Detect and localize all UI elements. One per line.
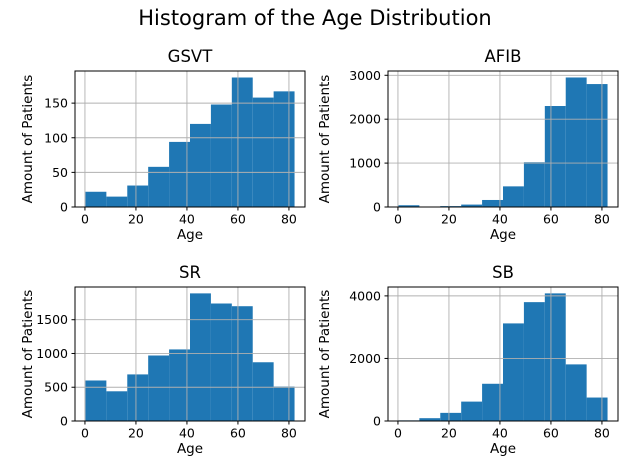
histogram-bar: [210, 303, 232, 421]
histogram-bar: [565, 77, 587, 207]
y-tick-label: 4000: [349, 288, 381, 303]
y-tick-label: 1000: [349, 156, 381, 171]
histogram-bar: [231, 306, 253, 421]
x-tick-label: 80: [594, 212, 610, 227]
axes-frame: [74, 70, 306, 208]
axes-frame: [387, 70, 619, 208]
y-tick-label: 50: [52, 165, 68, 180]
histogram-bar: [523, 302, 545, 421]
histogram-bar: [106, 196, 128, 207]
x-tick-label: 60: [230, 212, 246, 227]
histogram-bar: [503, 186, 524, 207]
histogram-bar: [586, 84, 608, 207]
x-tick-label: 20: [441, 212, 457, 227]
x-tick-label: 20: [128, 212, 144, 227]
y-axis-label: Amount of Patients: [317, 74, 333, 204]
plot-area: 0 20 40 60 80 0 2000 4000: [349, 286, 619, 441]
y-tick-label: 500: [44, 380, 68, 395]
y-tick-label: 100: [44, 130, 68, 145]
x-tick-label: 0: [394, 426, 402, 441]
subplot-title: SR: [179, 263, 201, 282]
plot-area: 0 20 40 60 80 0 50 100 150: [44, 70, 306, 227]
y-tick-label: 0: [373, 414, 381, 429]
histogram-bar: [273, 386, 295, 421]
x-tick-label: 80: [281, 212, 297, 227]
histogram-bar: [85, 380, 107, 421]
histogram-bar: [190, 293, 211, 421]
subplot-sb: SB Amount of Patients Age 0 20 40 60 80 0 2000…: [317, 263, 619, 457]
x-tick-label: 0: [394, 212, 402, 227]
x-tick-label: 20: [128, 426, 144, 441]
x-tick-label: 80: [281, 426, 297, 441]
y-tick-label: 0: [373, 200, 381, 215]
subplot-gsvt: GSVT Amount of Patients Age 0 20 40 60 80 0 50…: [20, 47, 306, 243]
y-tick-label: 2000: [349, 351, 381, 366]
subplot-afib: AFIB Amount of Patients Age 0 20 40 60 80 0 10…: [317, 47, 619, 243]
y-tick-label: 1000: [36, 346, 68, 361]
x-tick-label: 40: [492, 212, 508, 227]
histogram-bar: [148, 166, 170, 207]
histogram-bar: [252, 97, 274, 207]
histogram-bar: [273, 91, 295, 207]
histogram-bar: [210, 104, 232, 207]
subplot-title: SB: [492, 263, 514, 282]
axes-frame: [74, 286, 306, 422]
histogram-bar: [544, 106, 566, 207]
x-tick-label: 40: [179, 426, 195, 441]
histogram-bar: [252, 362, 274, 421]
histogram-bar: [85, 191, 107, 207]
y-axis-label: Amount of Patients: [317, 289, 333, 419]
y-tick-label: 150: [44, 96, 68, 111]
histogram-bar: [106, 391, 128, 421]
histogram-bar: [419, 418, 441, 421]
histogram-bar: [482, 383, 503, 421]
histogram-bar: [461, 204, 483, 207]
histogram-bar: [544, 293, 566, 421]
subplot-title: GSVT: [167, 47, 213, 66]
histogram-bar: [482, 199, 503, 207]
figure-title: Histogram of the Age Distribution: [138, 6, 492, 30]
x-tick-label: 20: [441, 426, 457, 441]
x-tick-label: 60: [543, 212, 559, 227]
histogram-bar: [461, 401, 483, 421]
x-tick-label: 60: [230, 426, 246, 441]
histogram-bar: [127, 185, 149, 207]
histogram-bar: [127, 374, 149, 421]
histogram-bar: [503, 323, 524, 421]
histogram-bar: [231, 77, 253, 208]
x-axis-label: Age: [176, 441, 204, 457]
histogram-bar: [169, 349, 190, 421]
axes-frame: [387, 286, 619, 422]
histogram-bar: [523, 162, 545, 207]
y-tick-label: 0: [60, 200, 68, 215]
subplot-sr: SR Amount of Patients Age 0 20 40 60 80 0 500 1…: [20, 263, 306, 457]
y-tick-label: 3000: [349, 68, 381, 83]
y-tick-label: 2000: [349, 112, 381, 127]
histogram-bar: [440, 412, 462, 421]
histogram-bar: [398, 205, 420, 207]
x-tick-label: 40: [492, 426, 508, 441]
histogram-bar: [169, 141, 190, 207]
x-tick-label: 60: [543, 426, 559, 441]
x-tick-label: 0: [81, 212, 89, 227]
plot-area: 0 20 40 60 80 0 500 1000 1500: [36, 286, 306, 441]
y-axis-label: Amount of Patients: [20, 289, 36, 419]
x-tick-label: 40: [179, 212, 195, 227]
x-axis-label: Age: [489, 441, 517, 457]
y-tick-label: 0: [60, 414, 68, 429]
x-axis-label: Age: [489, 227, 517, 243]
y-tick-label: 1500: [36, 312, 68, 327]
y-axis-label: Amount of Patients: [20, 74, 36, 204]
x-tick-label: 80: [594, 426, 610, 441]
histogram-bar: [190, 123, 211, 207]
histogram-bar: [565, 364, 587, 421]
x-axis-label: Age: [176, 227, 204, 243]
histogram-bar: [586, 397, 608, 421]
x-tick-label: 0: [81, 426, 89, 441]
plot-area: 0 20 40 60 80 0 1000 2000 3000: [349, 68, 619, 227]
histogram-bar: [148, 355, 170, 421]
subplot-title: AFIB: [484, 47, 522, 66]
